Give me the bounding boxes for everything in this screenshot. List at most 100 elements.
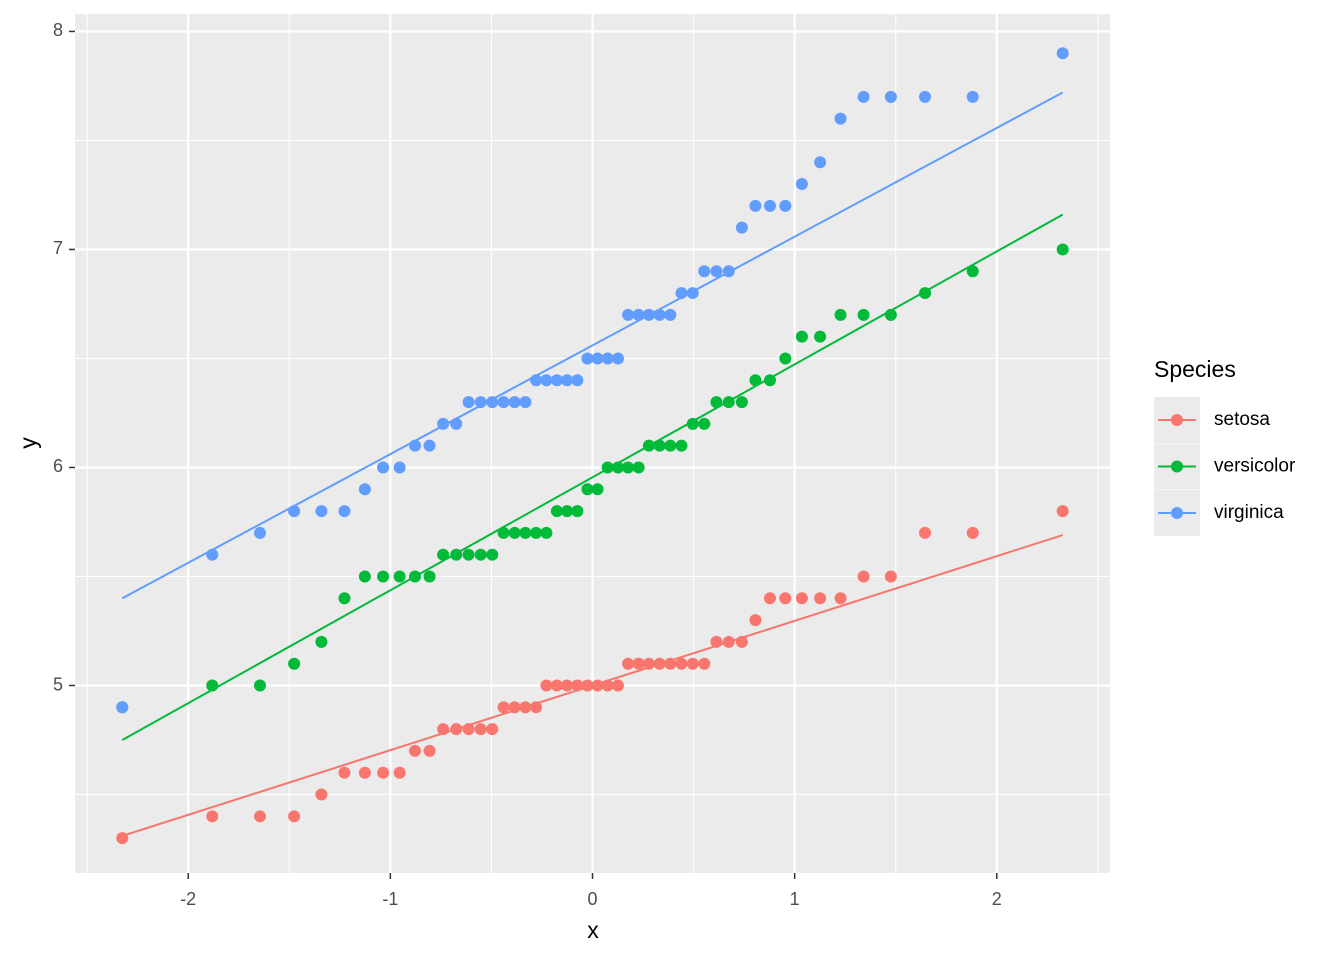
point bbox=[779, 592, 792, 605]
point bbox=[749, 374, 762, 387]
point bbox=[779, 352, 792, 365]
point bbox=[530, 374, 543, 387]
point bbox=[686, 417, 699, 430]
point bbox=[486, 723, 499, 736]
point bbox=[632, 308, 645, 321]
x-axis-title: x bbox=[587, 917, 599, 943]
point bbox=[722, 396, 735, 409]
point bbox=[571, 505, 584, 518]
point bbox=[591, 483, 604, 496]
point bbox=[315, 788, 328, 801]
point bbox=[664, 657, 677, 670]
point bbox=[884, 308, 897, 321]
point bbox=[698, 417, 711, 430]
point bbox=[423, 439, 436, 452]
y-axis-title: y bbox=[15, 437, 41, 449]
point bbox=[611, 679, 624, 692]
point bbox=[735, 221, 748, 234]
y-tick-label: 8 bbox=[53, 20, 63, 40]
point bbox=[966, 90, 979, 103]
y-tick-label: 5 bbox=[53, 674, 63, 694]
point bbox=[763, 374, 776, 387]
point bbox=[686, 287, 699, 300]
point bbox=[642, 439, 655, 452]
point bbox=[622, 308, 635, 321]
point bbox=[497, 526, 510, 539]
point bbox=[377, 766, 390, 779]
point bbox=[358, 766, 371, 779]
x-tick-label: -1 bbox=[382, 889, 398, 909]
point bbox=[450, 548, 463, 561]
point bbox=[462, 396, 475, 409]
point bbox=[474, 548, 487, 561]
point bbox=[919, 90, 932, 103]
point bbox=[253, 810, 266, 823]
point bbox=[884, 90, 897, 103]
point bbox=[497, 701, 510, 714]
point bbox=[795, 178, 808, 191]
qq-line bbox=[121, 213, 1064, 741]
qq-line bbox=[121, 91, 1064, 600]
point bbox=[834, 592, 847, 605]
point bbox=[601, 679, 614, 692]
point bbox=[1056, 47, 1069, 60]
point bbox=[474, 396, 487, 409]
legend-point bbox=[1171, 507, 1183, 519]
point bbox=[664, 308, 677, 321]
point bbox=[1056, 243, 1069, 256]
point bbox=[315, 635, 328, 648]
point bbox=[377, 570, 390, 583]
y-tick-label: 6 bbox=[53, 456, 63, 476]
point bbox=[393, 766, 406, 779]
x-tick-label: -2 bbox=[180, 889, 196, 909]
legend-title: Species bbox=[1154, 356, 1236, 382]
point bbox=[393, 570, 406, 583]
point bbox=[519, 526, 532, 539]
point bbox=[966, 265, 979, 278]
point bbox=[686, 657, 699, 670]
point bbox=[664, 439, 677, 452]
point bbox=[540, 526, 553, 539]
point bbox=[561, 374, 574, 387]
point bbox=[338, 505, 351, 518]
x-tick-label: 1 bbox=[790, 889, 800, 909]
point bbox=[722, 265, 735, 278]
point bbox=[601, 461, 614, 474]
point bbox=[530, 701, 543, 714]
point bbox=[437, 548, 450, 561]
point bbox=[540, 679, 553, 692]
point bbox=[450, 723, 463, 736]
point bbox=[315, 505, 328, 518]
point bbox=[779, 199, 792, 212]
point bbox=[571, 679, 584, 692]
point bbox=[675, 439, 688, 452]
point bbox=[288, 505, 301, 518]
point bbox=[642, 657, 655, 670]
point bbox=[611, 352, 624, 365]
point bbox=[508, 701, 521, 714]
point bbox=[814, 592, 827, 605]
point bbox=[722, 635, 735, 648]
point bbox=[919, 287, 932, 300]
point bbox=[763, 199, 776, 212]
point bbox=[710, 635, 723, 648]
legend-point bbox=[1171, 414, 1183, 426]
point bbox=[338, 592, 351, 605]
point bbox=[884, 570, 897, 583]
point bbox=[834, 308, 847, 321]
point bbox=[795, 330, 808, 343]
point bbox=[710, 396, 723, 409]
legend-label: virginica bbox=[1214, 502, 1284, 523]
point bbox=[735, 635, 748, 648]
point bbox=[561, 505, 574, 518]
point bbox=[450, 417, 463, 430]
point bbox=[206, 810, 219, 823]
point bbox=[530, 526, 543, 539]
point bbox=[206, 548, 219, 561]
x-tick-label: 2 bbox=[992, 889, 1002, 909]
point bbox=[814, 156, 827, 169]
point bbox=[611, 461, 624, 474]
point bbox=[795, 592, 808, 605]
point bbox=[462, 723, 475, 736]
